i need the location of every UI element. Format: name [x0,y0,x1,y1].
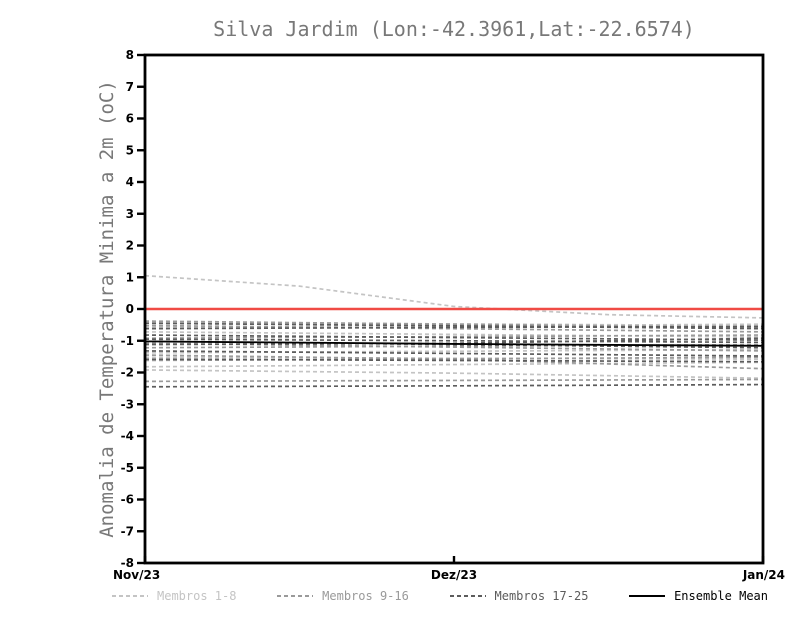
member-line-18 [145,325,763,330]
y-tick-label: 7 [126,80,134,94]
member-lines [145,274,763,388]
member-line-15 [145,356,763,362]
y-tick-label: -8 [121,556,134,570]
dashed-line-sample-icon [277,595,314,597]
y-tick-label: 5 [126,143,134,157]
y-tick-label: -7 [121,524,134,538]
legend: Membros 1-8 Membros 9-16 Membros 17-25 E… [112,589,768,603]
member-line-23 [145,350,763,357]
y-tick-label: 3 [126,207,134,221]
y-tick-label: 6 [126,112,134,126]
y-tick-label: -4 [121,429,134,443]
y-tick-label: -3 [121,397,134,411]
member-line-12 [145,342,763,352]
member-line-6 [145,361,763,368]
y-axis: -8 -7 -6 -5 -4 -3 -2 -1 0 1 2 3 4 5 6 7 8 [121,48,145,570]
legend-item-ensemble-mean: Ensemble Mean [629,589,768,603]
ensemble-mean-line [145,340,763,347]
x-tick-label: Dez/23 [431,568,477,582]
member-line-11 [145,334,763,340]
y-tick-label: 0 [126,302,134,316]
legend-item-membros-1-8: Membros 1-8 [112,589,236,603]
legend-label: Ensemble Mean [674,589,768,603]
legend-item-membros-9-16: Membros 9-16 [277,589,409,603]
y-tick-label: -1 [121,334,134,348]
legend-label: Membros 17-25 [494,589,589,603]
member-line-4 [145,331,763,338]
y-tick-label: 4 [126,175,134,189]
member-line-7 [145,369,763,380]
member-line-10 [145,324,763,333]
legend-item-membros-17-25: Membros 17-25 [449,589,589,603]
member-line-20 [145,338,763,344]
y-tick-label: 1 [126,270,134,284]
member-line-19 [145,334,763,341]
member-line-1 [145,274,763,319]
solid-line-sample-icon [629,595,666,597]
member-line-5 [145,348,763,354]
chart-title: Silva Jardim (Lon:-42.3961,Lat:-22.6574) [213,17,695,41]
dashed-line-sample-icon [112,595,148,597]
member-line-17 [145,322,763,330]
x-tick-label: Jan/24 [742,568,785,582]
y-tick-label: 8 [126,48,134,62]
legend-label: Membros 1-8 [157,589,237,603]
y-tick-label: -2 [121,366,134,380]
x-axis: Nov/23 Dez/23 Jan/24 [113,556,785,582]
member-line-25 [145,383,763,388]
x-tick-label: Nov/23 [113,568,160,582]
legend-label: Membros 9-16 [322,589,409,603]
member-line-16 [145,378,763,383]
member-line-9 [145,320,763,329]
y-tick-label: -5 [121,461,134,475]
member-line-24 [145,358,763,363]
y-tick-label: -6 [121,493,134,507]
member-line-13 [145,343,763,349]
dashed-line-sample-icon [449,595,486,597]
y-tick-label: 2 [126,239,134,253]
